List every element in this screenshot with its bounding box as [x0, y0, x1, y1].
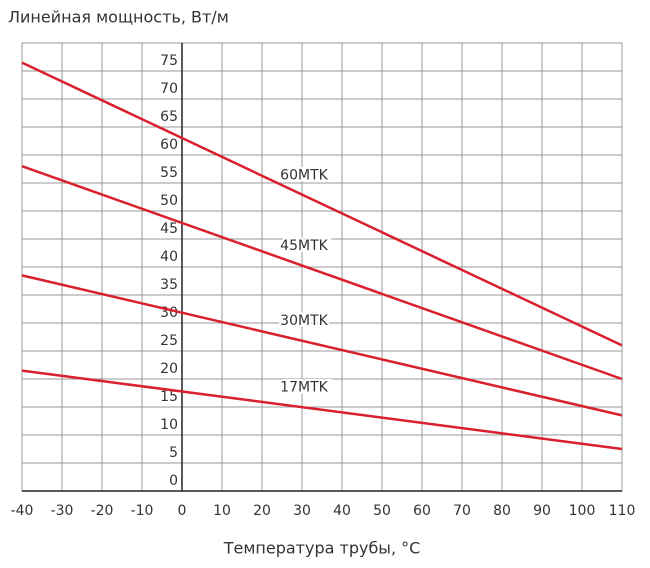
y-tick-label: 55 — [160, 165, 178, 181]
series-label: 30MTK — [280, 313, 328, 329]
y-tick-label: 20 — [160, 361, 178, 377]
y-tick-label: 40 — [160, 249, 178, 265]
x-tick-label: 90 — [533, 503, 551, 519]
x-tick-label: -20 — [91, 503, 114, 519]
y-tick-label: 15 — [160, 389, 178, 405]
y-tick-label: 70 — [160, 81, 178, 97]
y-tick-label: 45 — [160, 221, 178, 237]
x-tick-label: -10 — [131, 503, 154, 519]
x-axis-title: Температура трубы, °C — [223, 539, 421, 558]
y-tick-label: 50 — [160, 193, 178, 209]
y-tick-label: 0 — [169, 473, 178, 489]
x-tick-label: 30 — [293, 503, 311, 519]
y-axis-title: Линейная мощность, Вт/м — [8, 8, 229, 27]
x-tick-label: 10 — [213, 503, 231, 519]
y-tick-label: 10 — [160, 417, 178, 433]
x-tick-label: -40 — [11, 503, 34, 519]
x-tick-label: 60 — [413, 503, 431, 519]
x-tick-label: -30 — [51, 503, 74, 519]
y-tick-label: 25 — [160, 333, 178, 349]
series-label: 45MTK — [280, 238, 328, 254]
y-tick-label: 5 — [169, 445, 178, 461]
x-tick-label: 110 — [609, 503, 636, 519]
x-tick-label: 40 — [333, 503, 351, 519]
series-line — [21, 61, 623, 347]
y-tick-label: 65 — [160, 109, 178, 125]
series-label: 17MTK — [280, 379, 328, 395]
series-line — [21, 165, 623, 381]
series-line — [21, 274, 623, 417]
series-line — [21, 369, 623, 451]
x-tick-label: 100 — [569, 503, 596, 519]
x-tick-label: 50 — [373, 503, 391, 519]
x-tick-label: 80 — [493, 503, 511, 519]
series-label: 60MTK — [280, 168, 328, 184]
x-tick-label: 70 — [453, 503, 471, 519]
y-tick-label: 75 — [160, 53, 178, 69]
x-tick-label: 20 — [253, 503, 271, 519]
y-tick-label: 35 — [160, 277, 178, 293]
x-tick-label: 0 — [178, 503, 187, 519]
y-tick-label: 60 — [160, 137, 178, 153]
